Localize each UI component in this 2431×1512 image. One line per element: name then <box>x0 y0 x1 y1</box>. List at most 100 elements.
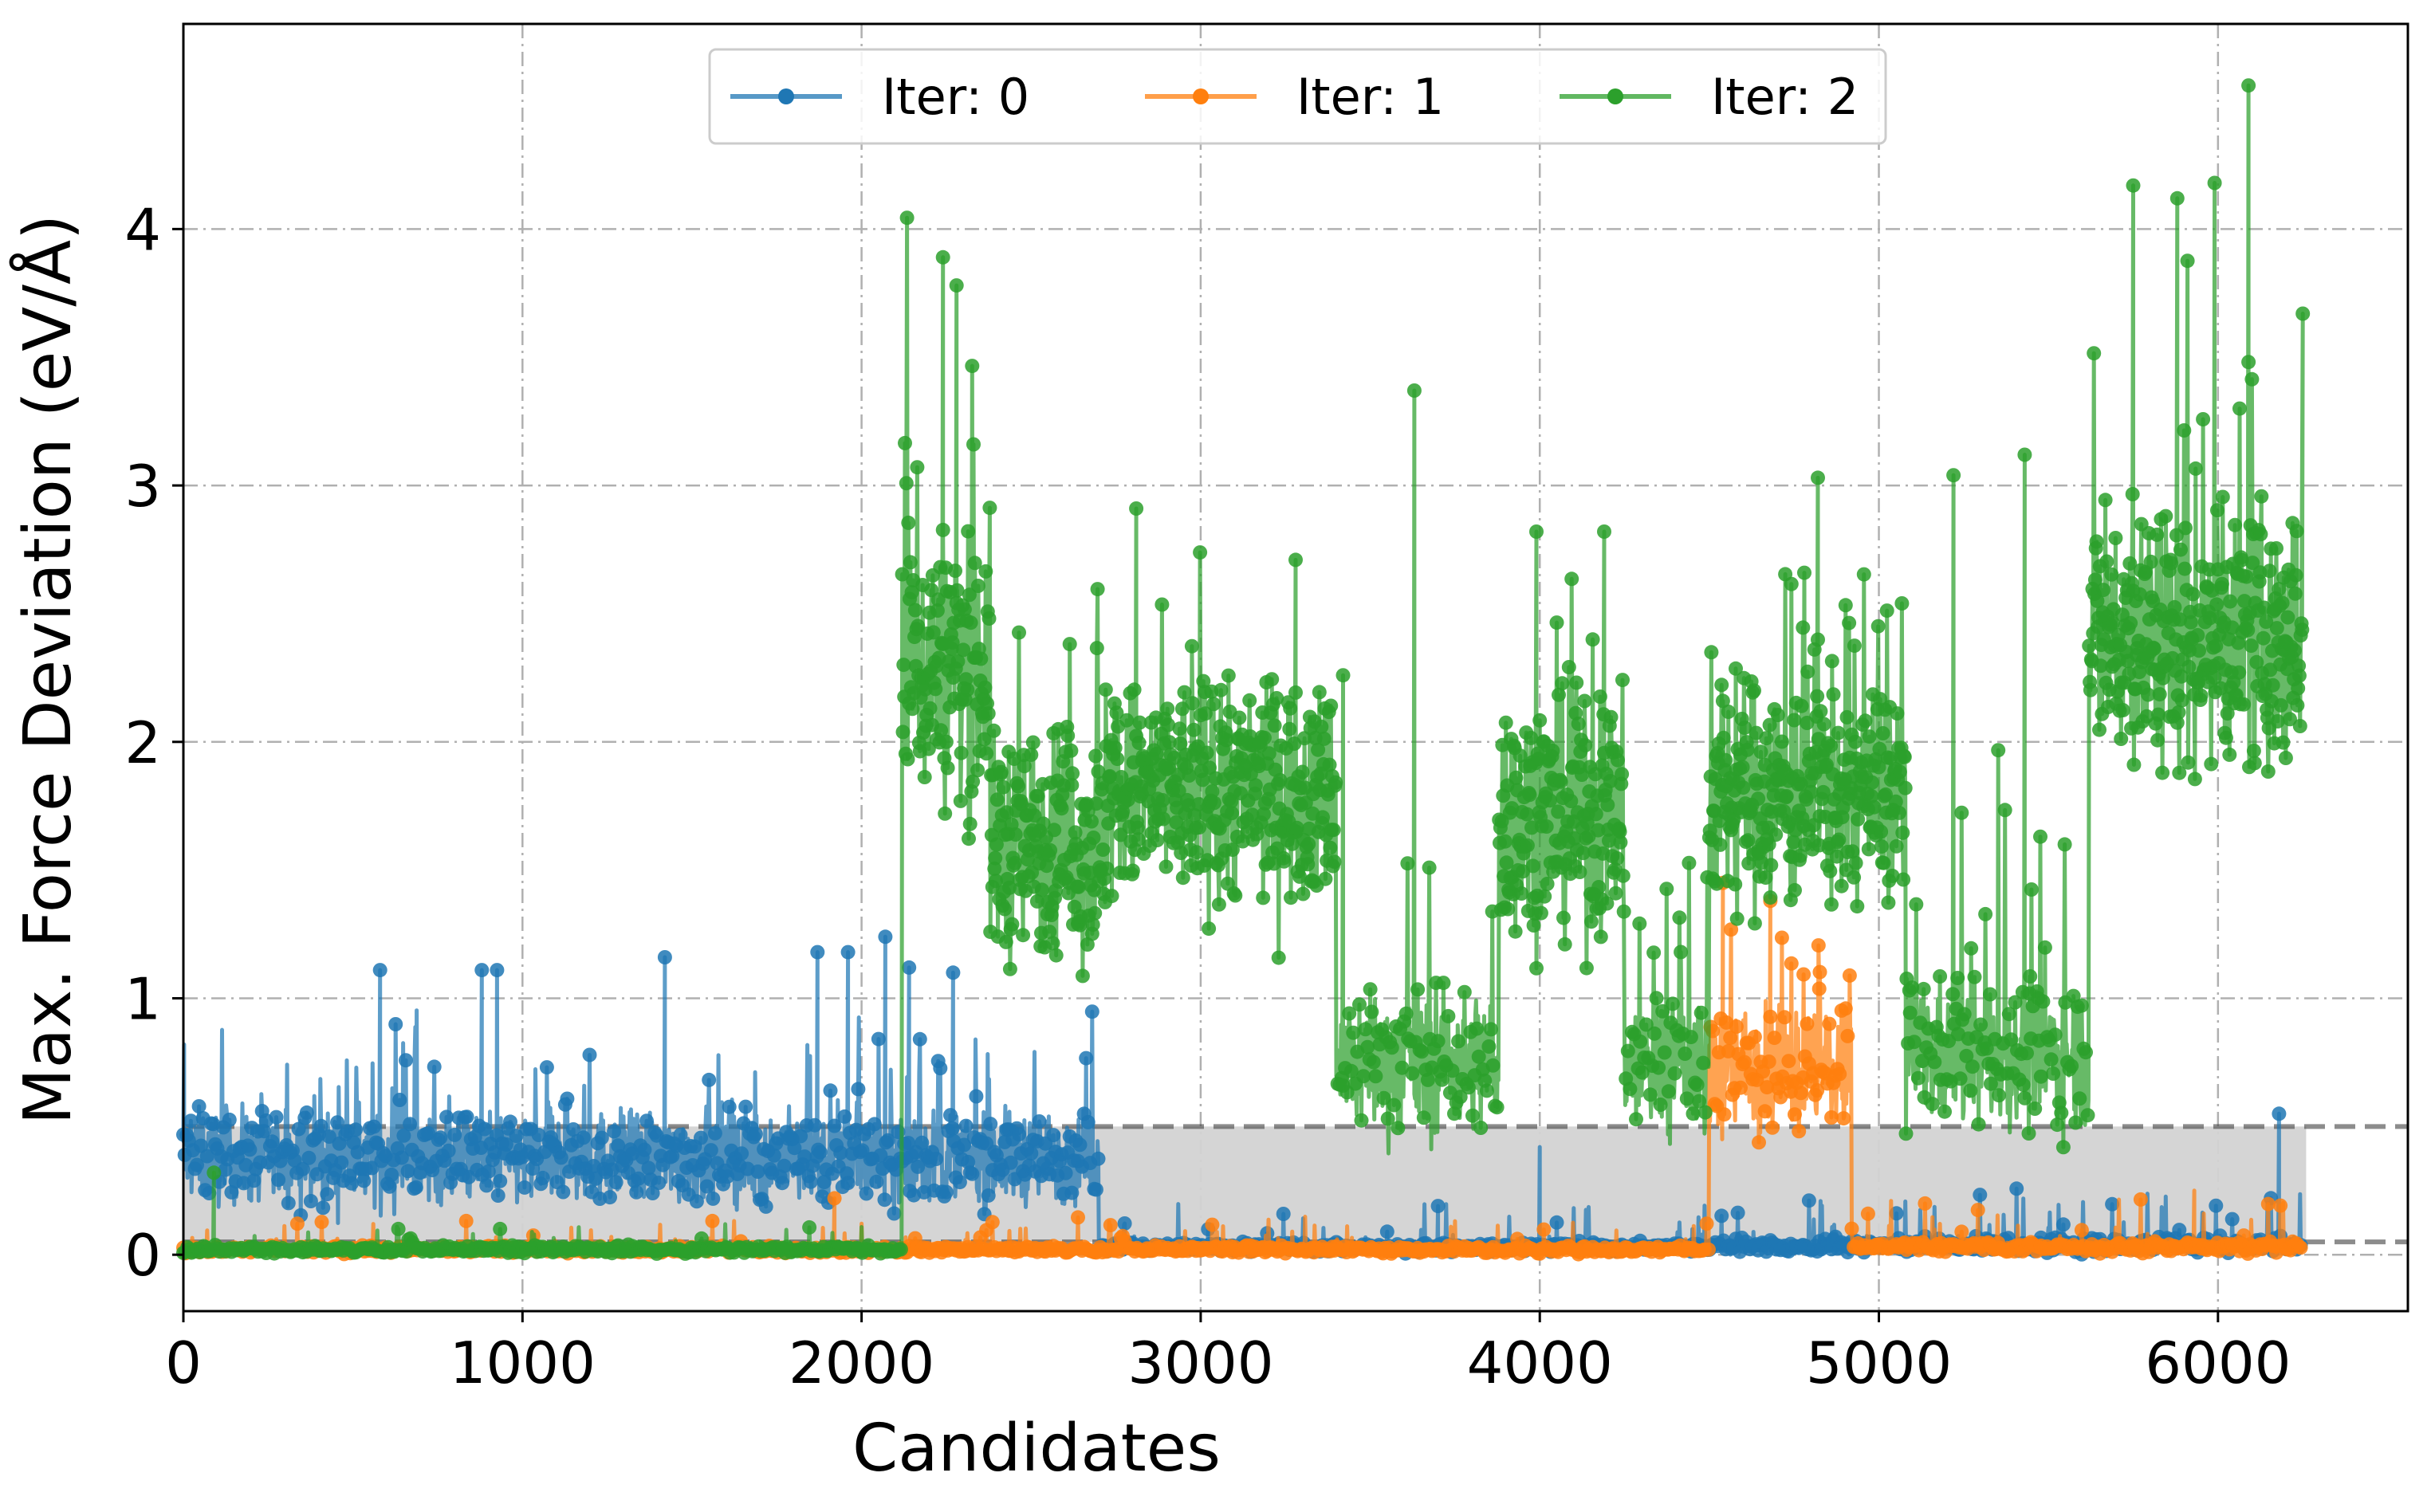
data-point <box>2036 994 2051 1009</box>
data-point <box>859 1186 874 1201</box>
data-point <box>1564 571 1579 587</box>
data-point <box>2272 582 2287 597</box>
data-point <box>1757 1104 1772 1119</box>
data-point <box>703 1143 718 1158</box>
data-point <box>1273 772 1288 787</box>
data-point <box>1160 701 1175 717</box>
data-point <box>291 1121 306 1137</box>
data-point <box>509 1129 524 1144</box>
data-point <box>1600 797 1615 812</box>
data-point <box>2017 447 2032 462</box>
data-point <box>1509 770 1524 785</box>
data-point <box>1177 685 1192 700</box>
data-point <box>1774 930 1789 945</box>
data-point <box>493 1173 508 1188</box>
data-point <box>934 723 949 738</box>
data-point <box>1453 1090 1468 1105</box>
data-point <box>1384 1040 1399 1055</box>
x-tick-label: 1000 <box>450 1329 596 1396</box>
data-point <box>1422 860 1437 875</box>
data-point <box>758 1199 773 1214</box>
data-point <box>1603 774 1618 788</box>
data-point <box>901 515 916 530</box>
data-point <box>1713 837 1728 852</box>
data-point <box>1629 1112 1643 1127</box>
data-point <box>2021 1126 2036 1141</box>
legend-box <box>708 48 1887 145</box>
data-point <box>1838 1001 1853 1016</box>
data-point <box>1709 876 1725 891</box>
data-point <box>1824 897 1839 912</box>
data-point <box>837 1109 852 1124</box>
data-point <box>2126 757 2142 772</box>
data-point <box>641 1161 656 1176</box>
data-point <box>2269 621 2284 636</box>
data-point <box>1655 1003 1670 1019</box>
data-point <box>1058 1165 1073 1180</box>
data-point <box>996 780 1011 795</box>
data-point <box>2155 765 2170 780</box>
data-point <box>1753 744 1768 760</box>
data-point <box>1845 844 1860 859</box>
data-point <box>954 745 969 760</box>
data-point <box>1356 1069 1371 1084</box>
data-point <box>1512 748 1528 764</box>
data-point <box>1760 1080 1775 1095</box>
data-point <box>388 1017 403 1031</box>
data-point <box>1520 807 1535 822</box>
data-point <box>1862 729 1877 744</box>
data-point <box>1257 807 1271 822</box>
data-point <box>1879 603 1894 619</box>
data-point <box>988 850 1003 866</box>
data-point <box>827 1191 842 1206</box>
data-point <box>1787 713 1802 728</box>
data-point <box>1366 1054 1381 1070</box>
data-point <box>2174 693 2189 708</box>
data-point <box>611 1138 626 1153</box>
data-point <box>965 1166 980 1181</box>
data-point <box>1733 1080 1748 1095</box>
series-2 <box>176 78 2311 1261</box>
data-point <box>1195 772 1210 787</box>
data-point <box>935 522 950 537</box>
data-point <box>1003 1155 1018 1170</box>
data-point <box>1473 1121 1489 1135</box>
data-point <box>2064 1058 2079 1074</box>
data-point <box>2057 837 2072 852</box>
data-point <box>2209 1198 2224 1213</box>
data-point <box>1874 839 1889 854</box>
data-point <box>1525 858 1540 874</box>
data-point <box>2254 489 2269 504</box>
data-point <box>985 1215 1000 1230</box>
data-point <box>2155 670 2170 685</box>
data-point <box>1610 851 1625 866</box>
data-point <box>1301 837 1316 851</box>
data-point <box>1721 705 1736 719</box>
y-tick-label: 1 <box>124 966 161 1033</box>
data-point <box>1823 863 1838 878</box>
data-point <box>967 556 982 571</box>
data-point <box>490 1188 505 1203</box>
data-point <box>694 1130 708 1145</box>
data-point <box>391 1221 406 1236</box>
data-point <box>553 1150 568 1165</box>
legend: Iter: 0 Iter: 1 Iter: 2 <box>708 48 1887 145</box>
data-point <box>960 682 975 697</box>
data-point <box>1878 787 1893 802</box>
data-point <box>2237 594 2252 609</box>
data-point <box>851 1082 866 1097</box>
data-point <box>2173 612 2188 627</box>
data-point <box>1062 637 1077 652</box>
data-point <box>1352 997 1367 1012</box>
data-point <box>2017 1090 2032 1106</box>
data-point <box>921 741 936 756</box>
data-point <box>1282 721 1297 736</box>
data-point <box>1967 969 1982 984</box>
data-point <box>1102 768 1117 783</box>
data-point <box>2072 1091 2087 1106</box>
data-point <box>1697 1105 1713 1120</box>
data-point <box>1983 987 1997 1002</box>
data-point <box>978 564 993 579</box>
data-point <box>2106 615 2120 630</box>
